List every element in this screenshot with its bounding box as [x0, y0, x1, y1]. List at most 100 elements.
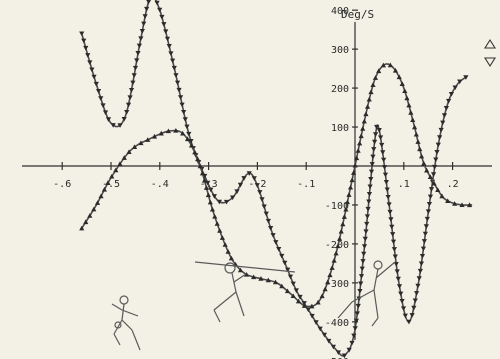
- data-point: [445, 198, 451, 204]
- data-point: [94, 200, 101, 205]
- data-point: [440, 120, 446, 126]
- data-point: [366, 96, 372, 102]
- data-point: [423, 224, 429, 229]
- data-point: [95, 89, 102, 94]
- data-point: [261, 204, 267, 210]
- data-point: [360, 126, 366, 131]
- y-axis-unit-label: Deg/S: [341, 8, 374, 21]
- data-point: [319, 293, 325, 299]
- data-point: [343, 206, 349, 212]
- data-point: [346, 347, 352, 353]
- data-point: [301, 301, 307, 306]
- data-point: [173, 73, 179, 78]
- data-point: [361, 251, 367, 257]
- data-point: [411, 124, 418, 130]
- y-tick-label: 200: [331, 84, 349, 95]
- data-point: [349, 340, 355, 346]
- data-point: [98, 193, 104, 199]
- data-point: [368, 169, 375, 175]
- data-point: [124, 109, 130, 115]
- data-point: [352, 326, 358, 331]
- data-point: [428, 187, 435, 192]
- data-point: [376, 68, 382, 74]
- data-point: [439, 193, 445, 199]
- data-point: [352, 162, 358, 168]
- data-point: [379, 142, 385, 148]
- data-point: [380, 62, 387, 68]
- data-point: [101, 186, 108, 192]
- data-point: [212, 213, 218, 219]
- data-point: [341, 353, 348, 359]
- data-point: [128, 87, 135, 93]
- data-point: [211, 194, 218, 199]
- data-point: [79, 31, 85, 37]
- data-point: [344, 199, 351, 205]
- data-point: [168, 51, 174, 56]
- data-point: [309, 303, 315, 309]
- data-point: [209, 206, 216, 212]
- data-point: [225, 249, 231, 254]
- data-point: [214, 221, 220, 226]
- data-point: [353, 318, 359, 324]
- data-point: [384, 187, 390, 193]
- data-point: [326, 338, 332, 344]
- data-point: [134, 58, 140, 64]
- data-point: [285, 267, 291, 273]
- data-point: [355, 148, 361, 153]
- data-point: [83, 45, 89, 51]
- data-point: [117, 123, 123, 128]
- y-tick-label: 300: [331, 45, 349, 56]
- data-point: [241, 176, 247, 181]
- data-point: [173, 127, 179, 133]
- y-tick-label: -100: [325, 201, 349, 212]
- data-point: [138, 140, 144, 146]
- y-tick-label: -500: [325, 357, 349, 359]
- data-point: [279, 253, 285, 259]
- data-point: [322, 286, 328, 292]
- x-tick-label: -.4: [151, 179, 169, 190]
- data-point: [228, 255, 234, 261]
- data-point: [268, 226, 274, 231]
- data-point: [427, 194, 434, 200]
- data-point: [301, 303, 308, 308]
- data-point: [422, 231, 428, 237]
- data-point: [333, 250, 339, 256]
- data-point: [287, 274, 294, 280]
- data-point: [126, 149, 132, 155]
- data-point: [411, 305, 417, 311]
- data-point: [251, 274, 257, 280]
- data-point: [317, 326, 323, 332]
- data-point: [341, 214, 347, 219]
- legend-down-triangle-icon: [484, 57, 496, 68]
- data-point: [164, 36, 171, 42]
- data-point: [195, 156, 201, 162]
- data-point: [361, 244, 368, 249]
- data-point: [146, 0, 151, 5]
- data-point: [284, 288, 291, 294]
- data-point: [358, 133, 364, 139]
- data-point: [371, 147, 377, 152]
- data-point: [335, 350, 342, 356]
- data-point: [421, 160, 427, 166]
- data-point: [368, 177, 374, 182]
- series-2: [79, 62, 473, 309]
- data-point: [366, 199, 372, 205]
- data-point: [309, 313, 315, 319]
- stick-figure-runner-middle: [194, 261, 296, 323]
- data-point: [434, 150, 440, 155]
- data-point: [463, 75, 469, 80]
- data-point: [272, 279, 279, 285]
- data-point: [421, 239, 427, 244]
- data-point: [81, 38, 87, 44]
- data-point: [165, 128, 172, 134]
- data-point: [430, 172, 437, 177]
- data-point: [364, 214, 371, 220]
- data-point: [448, 91, 455, 97]
- data-point: [216, 199, 222, 205]
- data-point: [387, 62, 393, 68]
- legend-up-triangle-icon: [484, 38, 496, 49]
- data-point: [305, 307, 311, 313]
- x-tick-label: -.5: [102, 179, 120, 190]
- data-point: [201, 177, 208, 183]
- data-point: [390, 239, 397, 245]
